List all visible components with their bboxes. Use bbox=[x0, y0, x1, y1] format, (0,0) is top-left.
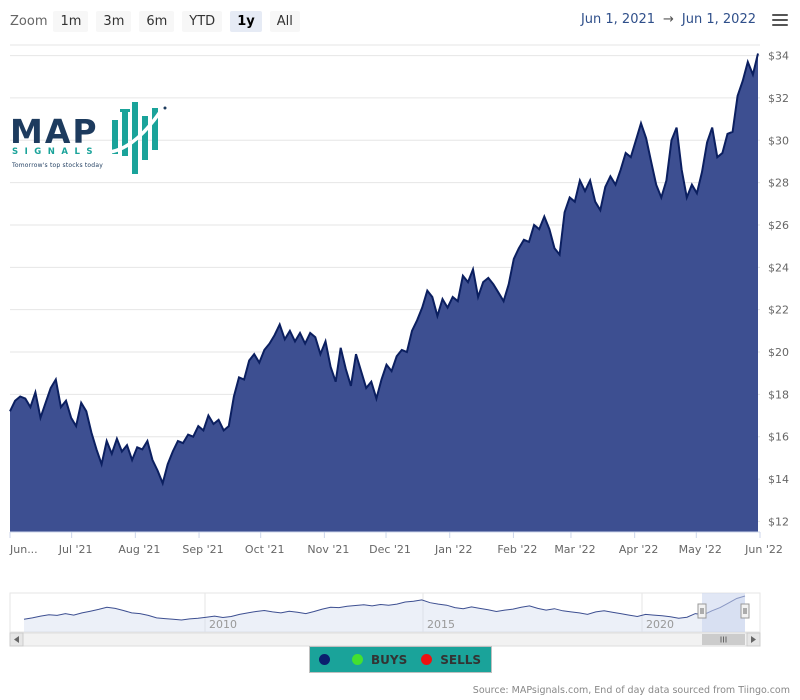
y-tick-label: $24 bbox=[768, 261, 789, 274]
plot-area bbox=[9, 53, 759, 532]
x-tick-label: Jun '22 bbox=[744, 543, 783, 556]
navigator-left-handle[interactable] bbox=[697, 603, 707, 619]
zoom-1y-button[interactable]: 1y bbox=[230, 10, 262, 32]
navigator-axis: 2010 2015 2020 bbox=[209, 618, 674, 631]
y-tick-label: $28 bbox=[768, 177, 789, 190]
date-range: Jun 1, 2021 → Jun 1, 2022 bbox=[581, 12, 756, 27]
x-tick-label: Aug '21 bbox=[118, 543, 160, 556]
legend: BUYS SELLS bbox=[309, 646, 492, 673]
price-line bbox=[9, 53, 759, 487]
range-to-input[interactable]: Jun 1, 2022 bbox=[681, 12, 756, 27]
zoom-ytd-button[interactable]: YTD bbox=[182, 10, 223, 32]
logo-wordmark: MAP bbox=[10, 112, 99, 151]
legend-label-buys: BUYS bbox=[371, 652, 408, 667]
map-signals-logo: MAP SIGNALS Tomorrow's top stocks today bbox=[10, 100, 170, 180]
legend-dot-price bbox=[319, 654, 330, 665]
y-tick-label: $30 bbox=[768, 134, 789, 147]
legend-dot-buys bbox=[352, 654, 363, 665]
x-axis: Jun... Jul '21 Aug '21 Sep '21 Oct '21 Nov '2… bbox=[9, 531, 783, 556]
y-tick-label: $32 bbox=[768, 92, 789, 105]
navigator-year-label: 2015 bbox=[427, 618, 455, 631]
navigator-frame bbox=[9, 592, 761, 633]
navigator-line bbox=[23, 595, 746, 621]
navigator-grid bbox=[9, 592, 761, 633]
navigator-series bbox=[23, 595, 746, 632]
price-area bbox=[10, 53, 758, 532]
x-tick-label: Jul '21 bbox=[58, 543, 93, 556]
legend-label-sells: SELLS bbox=[440, 652, 482, 667]
hamburger-menu-icon[interactable] bbox=[772, 14, 788, 28]
navigator-area bbox=[24, 596, 745, 632]
scrollbar-thumb[interactable] bbox=[702, 634, 745, 645]
x-tick-label: Sep '21 bbox=[182, 543, 223, 556]
x-tick-label: Mar '22 bbox=[554, 543, 595, 556]
navigator-right-handle[interactable] bbox=[740, 603, 750, 619]
zoom-6m-button[interactable]: 6m bbox=[139, 10, 175, 32]
zoom-1m-button[interactable]: 1m bbox=[53, 10, 89, 32]
scrollbar-left-arrow[interactable] bbox=[9, 632, 24, 647]
zoom-label: Zoom bbox=[10, 13, 48, 29]
x-tick-label: Dec '21 bbox=[369, 543, 411, 556]
x-tick-label: Apr '22 bbox=[619, 543, 659, 556]
navigator-selection[interactable] bbox=[702, 593, 745, 632]
source-credit: Source: MAPsignals.com, End of day data … bbox=[472, 685, 790, 696]
y-tick-label: $34 bbox=[768, 50, 789, 63]
zoom-toolbar: Zoom 1m 3m 6m YTD 1y All bbox=[0, 10, 308, 32]
y-tick-label: $22 bbox=[768, 304, 789, 317]
logo-subtitle: SIGNALS bbox=[12, 147, 99, 157]
zoom-all-button[interactable]: All bbox=[269, 10, 300, 32]
zoom-3m-button[interactable]: 3m bbox=[96, 10, 132, 32]
range-from-input[interactable]: Jun 1, 2021 bbox=[580, 12, 656, 27]
x-tick-label: Jan '22 bbox=[434, 543, 472, 556]
y-tick-label: $14 bbox=[768, 473, 789, 486]
scrollbar-track[interactable] bbox=[9, 632, 761, 647]
price-chart: $12 $14 $16 $18 $20 $22 $24 $26 $28 $30 $32 $34 Jun… bbox=[9, 44, 789, 556]
logo-bars-icon bbox=[110, 102, 167, 174]
y-tick-label: $12 bbox=[768, 515, 789, 528]
y-axis: $12 $14 $16 $18 $20 $22 $24 $26 $28 $30 $32 $34 bbox=[768, 50, 789, 529]
y-tick-label: $16 bbox=[768, 431, 789, 444]
y-tick-label: $20 bbox=[768, 346, 789, 359]
logo-tagline: Tomorrow's top stocks today bbox=[12, 162, 103, 169]
legend-item-sells[interactable]: SELLS bbox=[421, 653, 481, 667]
navigator[interactable]: 2010 2015 2020 bbox=[0, 590, 800, 650]
x-tick-label: Feb '22 bbox=[497, 543, 537, 556]
scrollbar-right-arrow[interactable] bbox=[746, 632, 761, 647]
x-tick-label: Jun... bbox=[9, 543, 38, 556]
legend-item-price[interactable] bbox=[319, 654, 338, 665]
x-tick-label: May '22 bbox=[679, 543, 722, 556]
navigator-year-label: 2020 bbox=[646, 618, 674, 631]
x-tick-label: Oct '21 bbox=[245, 543, 285, 556]
legend-dot-sells bbox=[421, 654, 433, 665]
legend-item-buys[interactable]: BUYS bbox=[352, 653, 407, 667]
range-arrow: → bbox=[663, 12, 674, 27]
y-tick-label: $18 bbox=[768, 388, 789, 401]
y-tick-label: $26 bbox=[768, 219, 789, 232]
navigator-year-label: 2010 bbox=[209, 618, 237, 631]
x-tick-label: Nov '21 bbox=[307, 543, 349, 556]
